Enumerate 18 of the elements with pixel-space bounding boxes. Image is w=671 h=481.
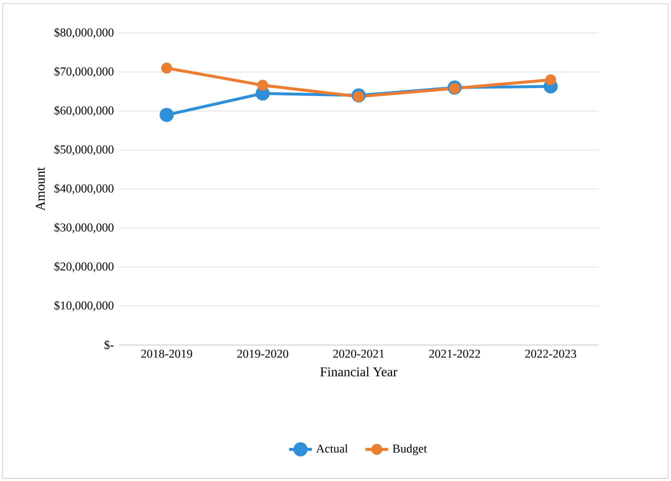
x-tick-label: 2022-2023 [525,350,576,358]
x-tick-label: 2020-2021 [333,350,384,358]
x-tick-label: 2021-2022 [429,350,480,358]
y-tick-label: $40,000,000 [54,184,114,194]
y-tick-label: $20,000,000 [54,262,114,272]
x-tick-label: 2018-2019 [141,350,192,358]
legend-label: Actual [316,444,348,453]
y-axis-title: Amount [36,167,45,211]
y-tick-label: $- [104,340,114,350]
y-tick-label: $80,000,000 [54,28,114,38]
y-tick-label: $70,000,000 [54,66,114,78]
y-tick-label: $60,000,000 [54,106,114,116]
y-tick-label: $10,000,000 [54,300,114,312]
y-tick-label: $50,000,000 [54,144,114,156]
y-tick-label: $30,000,000 [54,222,114,234]
x-tick-label: 2019-2020 [237,350,288,358]
x-axis-title: Financial Year [320,366,398,376]
legend-label: Budget [392,444,427,456]
